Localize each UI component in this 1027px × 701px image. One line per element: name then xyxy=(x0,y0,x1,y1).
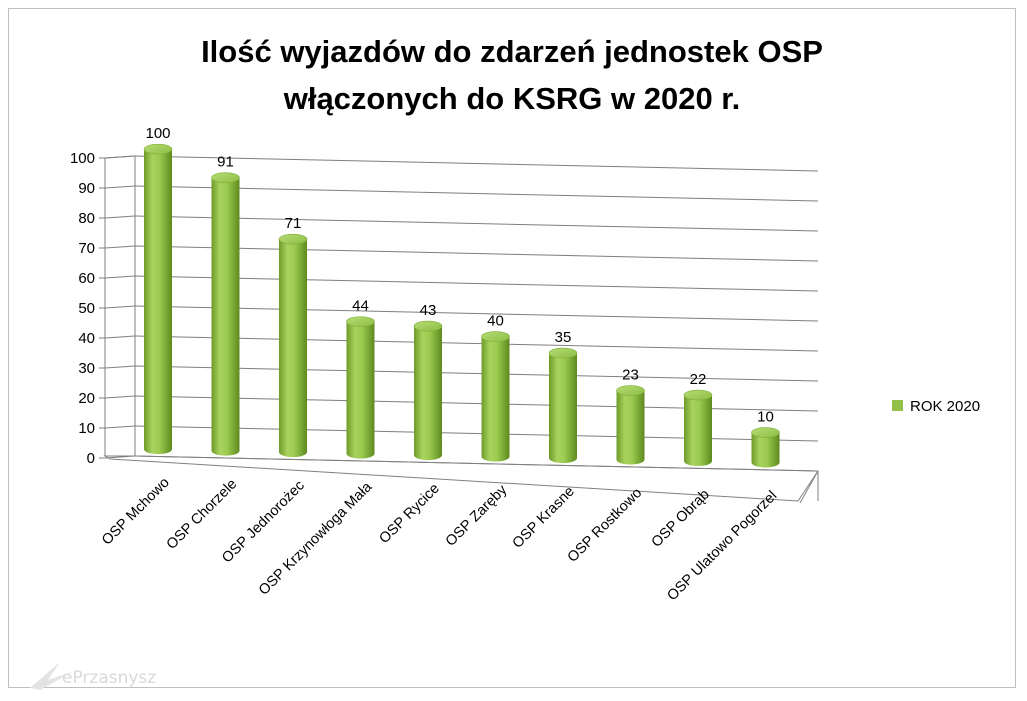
bar xyxy=(548,347,578,464)
data-label: 71 xyxy=(285,215,302,232)
legend-label: ROK 2020 xyxy=(910,398,980,415)
gridline xyxy=(134,305,819,322)
data-label: 44 xyxy=(352,298,369,315)
gridline-side xyxy=(104,155,136,159)
gridline-side xyxy=(104,275,136,279)
gridline xyxy=(134,155,819,172)
gridline xyxy=(134,365,819,382)
bar-body xyxy=(684,395,712,467)
gridline-side xyxy=(104,365,136,369)
category-label: OSP Obrąb xyxy=(649,487,713,551)
bar-top xyxy=(211,172,240,183)
gridline xyxy=(134,455,819,472)
floor-edge xyxy=(799,470,819,504)
bar xyxy=(481,331,510,462)
bar xyxy=(143,143,173,455)
bar xyxy=(616,385,645,465)
bar-body xyxy=(751,432,780,468)
data-label: 23 xyxy=(622,367,639,384)
data-label: 22 xyxy=(690,371,707,388)
data-label: 91 xyxy=(217,154,234,171)
bar xyxy=(278,233,308,458)
gridline-side xyxy=(104,455,136,459)
category-label: OSP Rycice xyxy=(376,481,442,547)
bar-top xyxy=(548,347,578,359)
category-label: OSP Zaręby xyxy=(443,482,511,550)
bar-top xyxy=(683,389,713,401)
category-label: OSP Rostkowo xyxy=(565,485,646,566)
data-label: 10 xyxy=(757,409,774,426)
y-tick-label: 20 xyxy=(78,390,95,407)
chart-frame xyxy=(8,8,1016,688)
gridline-side xyxy=(104,215,136,219)
y-tick-label: 80 xyxy=(78,210,95,227)
category-label: OSP Mchowo xyxy=(99,475,173,549)
data-label: 40 xyxy=(487,313,504,330)
bar xyxy=(683,389,713,467)
bar xyxy=(413,320,443,461)
gridline xyxy=(134,245,819,262)
watermark: ePrzasnysz xyxy=(30,662,156,690)
data-label: 43 xyxy=(420,302,437,319)
gridline xyxy=(134,335,819,352)
bar-body xyxy=(211,177,240,456)
y-tick-label: 60 xyxy=(78,270,95,287)
bar-top xyxy=(751,427,780,438)
bar-top xyxy=(413,320,443,332)
bar-body xyxy=(549,353,577,464)
y-tick-label: 30 xyxy=(78,360,95,377)
legend-swatch xyxy=(892,400,903,411)
gridline-side xyxy=(104,395,136,399)
category-label: OSP Chorzele xyxy=(164,476,241,553)
bars xyxy=(143,143,780,468)
watermark-text: ePrzasnysz xyxy=(62,668,156,688)
gridline-side xyxy=(104,185,136,189)
y-tick-label: 70 xyxy=(78,240,95,257)
chart-title-line-1: Ilość wyjazdów do zdarzeń jednostek OSP xyxy=(201,34,823,69)
category-label: OSP Krasne xyxy=(510,484,578,552)
legend: ROK 2020 xyxy=(892,398,980,415)
data-labels: 100 91 71 44 43 40 35 23 22 10 xyxy=(145,125,773,425)
bar-top xyxy=(616,385,645,396)
gridline-side xyxy=(104,305,136,309)
bar-body xyxy=(616,390,645,465)
bar-body xyxy=(481,336,510,462)
gridline xyxy=(134,275,819,292)
gridline-side xyxy=(104,245,136,249)
watermark-logo-icon xyxy=(30,662,72,690)
data-label: 35 xyxy=(555,329,572,346)
bar xyxy=(211,172,240,456)
bar-body xyxy=(414,326,442,461)
gridline-side xyxy=(104,425,136,429)
bar xyxy=(751,427,780,468)
bar xyxy=(346,316,375,459)
y-tick-label: 40 xyxy=(78,330,95,347)
bar-body xyxy=(279,239,307,458)
category-label: OSP Krzynowłoga Mała xyxy=(256,478,376,598)
bar-body xyxy=(346,321,375,459)
y-tick-label: 0 xyxy=(87,450,95,467)
gridline-side xyxy=(104,335,136,339)
bar-top xyxy=(481,331,510,342)
bar-top xyxy=(346,316,375,327)
bar-top xyxy=(278,233,308,245)
data-label: 100 xyxy=(145,125,170,142)
y-tick-label: 100 xyxy=(70,150,95,167)
bar-top xyxy=(143,143,173,155)
y-tick-label: 10 xyxy=(78,420,95,437)
bar-body xyxy=(144,149,172,455)
gridline xyxy=(134,185,819,202)
gridline xyxy=(134,215,819,232)
y-tick-label: 50 xyxy=(78,300,95,317)
chart-title-line-2: włączonych do KSRG w 2020 r. xyxy=(283,81,741,116)
y-axis-ticks: 0 10 20 30 40 50 60 70 80 90 100 xyxy=(70,150,105,467)
y-tick-label: 90 xyxy=(78,180,95,197)
